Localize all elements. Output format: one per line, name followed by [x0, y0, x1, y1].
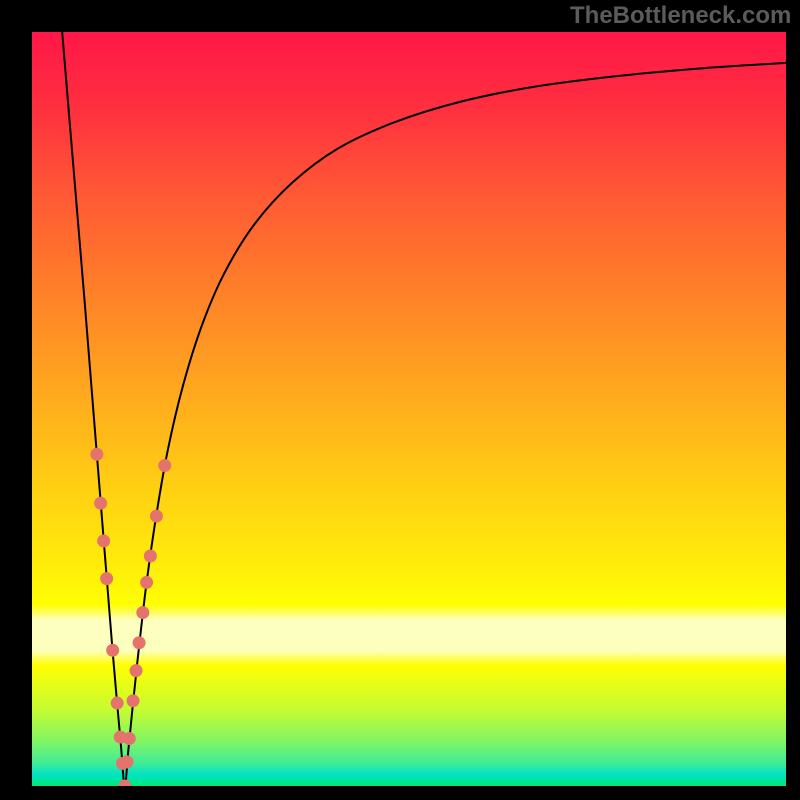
curve-marker [97, 534, 110, 547]
curve-marker [123, 732, 136, 745]
curve-marker [90, 448, 103, 461]
curve-marker [150, 510, 163, 523]
curve-marker [140, 576, 153, 589]
curve-marker [158, 459, 171, 472]
curve-marker [130, 664, 143, 677]
chart-frame [0, 0, 800, 800]
watermark-text: TheBottleneck.com [570, 2, 791, 30]
plot-area [32, 32, 786, 786]
curve-marker [133, 636, 146, 649]
gradient-background [32, 32, 786, 786]
curve-marker [100, 572, 113, 585]
curve-marker [106, 644, 119, 657]
chart-container: TheBottleneck.com [0, 0, 800, 800]
curve-marker [144, 550, 157, 563]
curve-marker [111, 697, 124, 710]
curve-marker [94, 497, 107, 510]
curve-marker [136, 606, 149, 619]
plot-svg [32, 32, 786, 786]
curve-marker [121, 755, 134, 768]
curve-marker [127, 694, 140, 707]
